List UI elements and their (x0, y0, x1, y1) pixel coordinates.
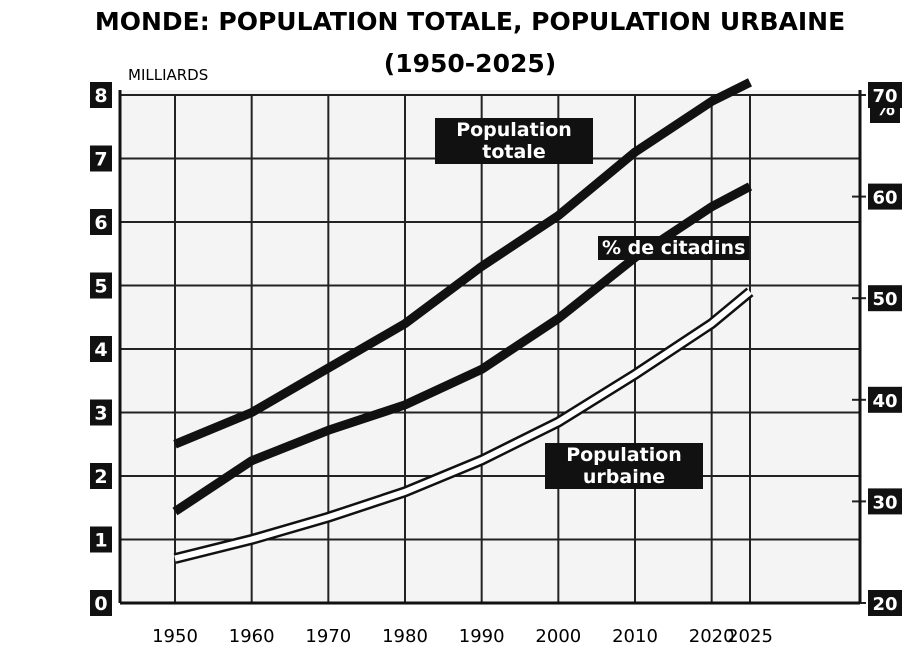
x-tick-label: 2000 (535, 626, 581, 647)
x-tick-label: 2010 (612, 626, 658, 647)
y2-tick-label: 30 (872, 492, 897, 513)
y-tick-label: 0 (94, 593, 107, 615)
plot-background (120, 90, 860, 605)
y2-tick-label: 60 (872, 188, 897, 209)
chart-subtitle: (1950-2025) (384, 49, 556, 78)
y2-tick-label: 20 (872, 594, 897, 615)
series-label: Population urbaine (545, 443, 703, 489)
x-tick-label: 2025 (727, 626, 773, 647)
y-tick-box (90, 463, 112, 489)
y2-tick-label: 40 (872, 391, 897, 412)
y2-tick-box (868, 386, 902, 413)
y-tick-label: 4 (94, 339, 107, 361)
series-label: Population totale (435, 118, 593, 164)
y-tick-box (90, 272, 112, 299)
y-tick-label: 5 (94, 276, 107, 298)
y2-tick-box (868, 82, 902, 108)
y2-tick-box (868, 590, 902, 616)
y2-tick-label: 50 (872, 289, 897, 310)
x-tick-label: 2020 (689, 626, 735, 647)
y2-tick-box (868, 285, 902, 312)
y-tick-label: 2 (94, 466, 107, 488)
series-line (174, 289, 752, 562)
y-tick-box (90, 336, 112, 362)
x-tick-label: 1950 (152, 626, 198, 647)
y-tick-label: 8 (94, 85, 107, 107)
y-tick-label: 7 (94, 149, 107, 171)
y-axis-label: MILLIARDS (128, 66, 208, 84)
y-tick-box (90, 145, 112, 172)
y-tick-box (90, 590, 112, 616)
y-tick-box (90, 209, 112, 235)
series-line (172, 182, 753, 516)
y2-tick-box (868, 488, 902, 515)
x-tick-label: 1960 (229, 626, 275, 647)
y-tick-box (90, 82, 112, 108)
y2-tick-box (868, 183, 902, 210)
y-tick-box (90, 526, 112, 553)
series-label: % de citadins (598, 236, 750, 260)
y-tick-label: 6 (94, 212, 107, 234)
y-tick-label: 3 (94, 403, 107, 425)
y-tick-box (90, 399, 112, 426)
y2-tick-label: 70 (872, 86, 897, 107)
x-tick-label: 1980 (382, 626, 428, 647)
y-tick-label: 1 (94, 530, 107, 552)
x-tick-label: 1970 (305, 626, 351, 647)
series-line (173, 78, 753, 449)
chart-title: MONDE: POPULATION TOTALE, POPULATION URB… (95, 7, 845, 36)
x-tick-label: 1990 (459, 626, 505, 647)
